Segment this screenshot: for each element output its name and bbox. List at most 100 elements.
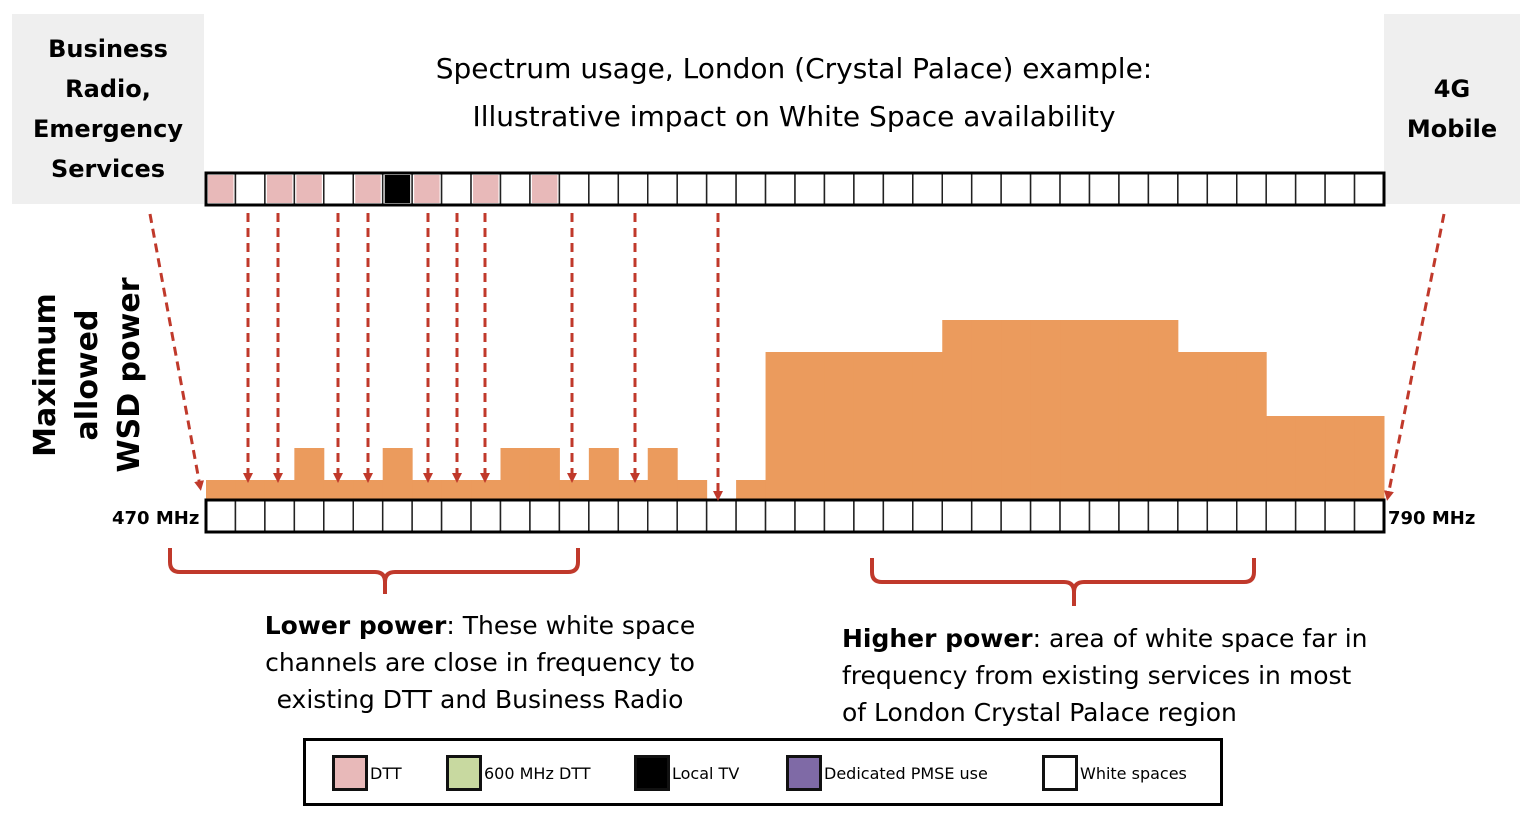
left-label-line: Emergency <box>33 115 183 143</box>
top-channel-fill <box>531 175 558 203</box>
bottom-strip-border <box>204 498 1386 534</box>
diagram-subtitle: Illustrative impact on White Space avail… <box>472 100 1116 133</box>
power-bar <box>206 480 236 500</box>
power-bar <box>235 480 266 500</box>
bottom-channel-cell <box>912 499 943 533</box>
bottom-channel-cell <box>1059 499 1091 533</box>
top-channel-cell <box>1294 172 1326 206</box>
lower-power-bold: Lower power <box>264 611 447 640</box>
power-bar <box>1060 320 1090 500</box>
top-channel-strip <box>204 171 1386 207</box>
power-bar <box>1207 352 1238 500</box>
power-bar <box>412 480 443 500</box>
power-bar <box>471 480 501 500</box>
top-channel-cell <box>1236 172 1267 206</box>
bottom-channel-cell <box>1029 499 1061 533</box>
top-channel-cell <box>1265 172 1297 206</box>
lower-power-text: : These white space channels are close i… <box>265 611 696 714</box>
power-bar <box>942 320 973 500</box>
region-brackets <box>168 548 1256 606</box>
lower-power-bracket <box>168 548 580 594</box>
legend-item-dedicated-pmse: Dedicated PMSE use <box>786 755 988 791</box>
bottom-channel-cell <box>293 499 325 533</box>
top-channel-cell <box>1029 172 1061 206</box>
power-bar <box>1148 320 1179 500</box>
frequency-end-label: 790 MHz <box>1388 508 1476 529</box>
legend-item-600mhz-dtt: 600 MHz DTT <box>446 755 591 791</box>
power-bars <box>206 320 1385 500</box>
higher-power-bracket <box>870 558 1256 606</box>
power-bar <box>1177 352 1208 500</box>
legend-swatch <box>446 755 482 791</box>
bottom-channel-cell <box>1265 499 1297 533</box>
bottom-channel-cell <box>676 499 708 533</box>
bottom-channel-cell <box>823 499 855 533</box>
power-bar <box>677 480 708 500</box>
business-radio-emergency-services-box: Business Radio, Emergency Services <box>12 14 204 204</box>
top-channel-cell <box>617 172 649 206</box>
right-label-line: Mobile <box>1406 115 1498 143</box>
legend-item-local-tv: Local TV <box>634 755 739 791</box>
power-bar <box>736 480 767 500</box>
legend: DTT 600 MHz DTT Local TV Dedicated PMSE … <box>303 738 1223 806</box>
bottom-channel-cell <box>1177 499 1209 533</box>
higher-power-text: : area of white space far in frequency f… <box>842 624 1368 727</box>
legend-swatch <box>786 755 822 791</box>
bottom-channel-cell <box>1147 499 1179 533</box>
bottom-channel-cell <box>352 499 384 533</box>
frequency-start-label: 470 MHz <box>112 508 200 529</box>
left-label-line: Radio, <box>65 75 151 103</box>
power-bar <box>441 480 472 500</box>
bottom-channel-cell <box>794 499 826 533</box>
legend-label: 600 MHz DTT <box>484 763 591 783</box>
4g-mobile-box: 4G Mobile <box>1384 14 1520 204</box>
top-channel-fill <box>266 175 293 203</box>
power-bar <box>765 352 796 500</box>
top-channel-cell <box>1059 172 1091 206</box>
top-channel-cell <box>794 172 826 206</box>
higher-power-note: Higher power: area of white space far in… <box>842 620 1382 731</box>
power-bar <box>824 352 855 500</box>
power-bar <box>1236 352 1267 500</box>
interference-arrows <box>148 213 1446 501</box>
legend-label: Dedicated PMSE use <box>824 763 988 783</box>
power-bar <box>647 448 678 500</box>
legend-label: White spaces <box>1080 763 1187 783</box>
top-channel-cell <box>1206 172 1238 206</box>
bottom-channel-cell <box>705 499 737 533</box>
legend-swatch <box>332 755 368 791</box>
top-channel-cell <box>941 172 973 206</box>
top-channel-cell <box>558 172 590 206</box>
bottom-channel-cell <box>411 499 443 533</box>
power-bar <box>1089 320 1120 500</box>
bottom-channel-cell <box>617 499 649 533</box>
left-label-line: Services <box>50 155 166 183</box>
top-channel-fill <box>296 175 322 203</box>
top-channel-fill <box>473 175 499 203</box>
power-bar <box>529 448 560 500</box>
top-channel-cell <box>705 172 737 206</box>
power-bar <box>971 320 1002 500</box>
bottom-channel-cell <box>499 499 531 533</box>
top-channel-cell <box>323 172 354 206</box>
top-channel-cell <box>1353 172 1385 206</box>
top-channel-cell <box>1324 172 1356 206</box>
top-channel-cell <box>1177 172 1209 206</box>
power-bar <box>1001 320 1032 500</box>
top-channel-cell <box>1147 172 1179 206</box>
bottom-channel-cell <box>440 499 472 533</box>
top-channel-cell <box>764 172 796 206</box>
business-radio-arrow <box>148 213 205 491</box>
bottom-channel-cell <box>205 499 237 533</box>
right-label-line: 4G <box>1433 75 1471 103</box>
lower-power-note: Lower power: These white space channels … <box>250 607 710 718</box>
diagram-title: Spectrum usage, London (Crystal Palace) … <box>435 52 1153 85</box>
bottom-channel-cell <box>381 499 413 533</box>
bottom-channel-cell <box>1088 499 1120 533</box>
bottom-channel-cell <box>558 499 590 533</box>
bottom-channel-cell <box>264 499 296 533</box>
top-channel-cell <box>588 172 620 206</box>
top-channel-cell <box>970 172 1002 206</box>
top-channel-cell <box>234 172 266 206</box>
